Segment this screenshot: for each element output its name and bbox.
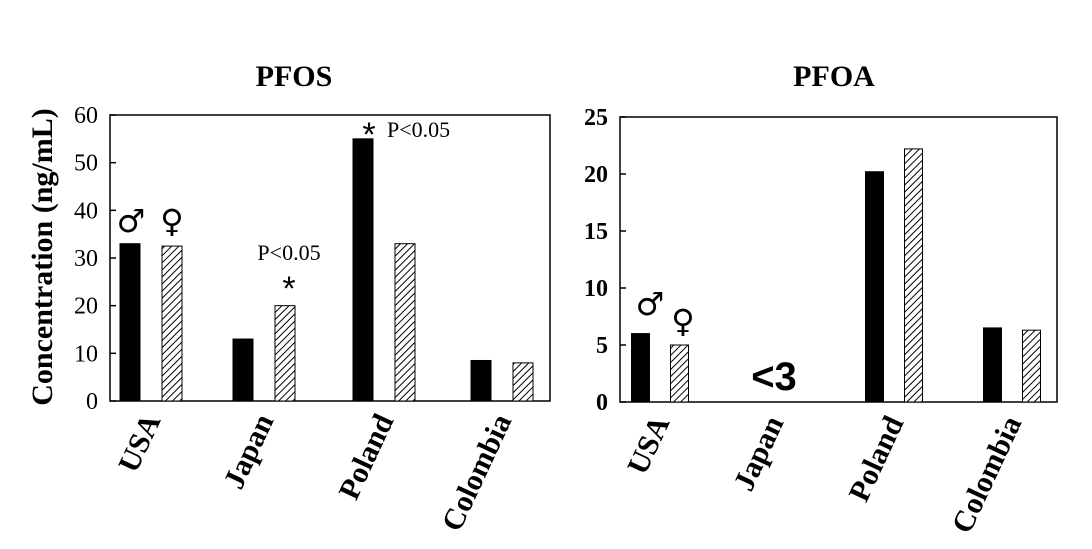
- pfos-xtick-label: USA: [112, 409, 167, 478]
- pfoa-bar-colombia-male: [983, 327, 1002, 403]
- pfoa-ytick-label: 0: [596, 390, 608, 416]
- pfos-bar-colombia-female: [512, 362, 534, 402]
- pfos-bar-japan-male: [232, 338, 254, 402]
- pfos-ytick-label: 20: [74, 294, 98, 320]
- pfos-xtick-label: Poland: [332, 409, 400, 505]
- pfos-xtick-label: Japan: [217, 409, 280, 494]
- pfos-ytick-label: 60: [74, 103, 98, 129]
- pfos-bar-usa-female: [161, 245, 183, 402]
- pfos-japan-star: *: [282, 270, 295, 308]
- pfos-ytick-label: 0: [86, 389, 98, 415]
- pfos-bar-poland-female: [394, 243, 416, 402]
- pfoa-xtick-label: Poland: [842, 411, 910, 507]
- pfos-poland-p-label: P<0.05: [387, 117, 450, 142]
- pfos-ytick-label: 30: [74, 246, 98, 272]
- pfos-male-symbol: ♂: [117, 202, 146, 240]
- pfos-ytick-label: 10: [74, 341, 98, 367]
- pfos-female-symbol: ♀: [160, 202, 183, 240]
- pfos-poland-star: *: [362, 116, 375, 154]
- pfos-title: PFOS: [256, 60, 333, 93]
- pfoa-male-symbol: ♂: [636, 285, 665, 323]
- pfoa-xtick-label: Colombia: [946, 411, 1029, 538]
- pfoa-title: PFOA: [793, 60, 875, 93]
- pfoa-ytick-label: 10: [584, 276, 608, 302]
- pfoa-bar-colombia-female: [1022, 329, 1041, 403]
- pfoa-ytick-label: 5: [596, 333, 608, 359]
- pfos-japan-p-label: P<0.05: [257, 240, 320, 265]
- pfoa-ytick-label: 20: [584, 162, 608, 188]
- pfoa-japan-below-lod: <3: [751, 355, 797, 399]
- pfoa-bar-usa-female: [670, 344, 689, 403]
- pfos-bar-colombia-male: [470, 359, 492, 402]
- pfos-bar-usa-male: [119, 243, 141, 402]
- pfos-ytick-label: 50: [74, 151, 98, 177]
- pfoa-bar-usa-male: [631, 333, 650, 403]
- pfos-panel: PFOS 0 10 20 30 40 50 60 USA Japan Poland Colombi…: [74, 60, 551, 536]
- pfos-bar-poland-male: [352, 138, 374, 402]
- pfoa-bar-poland-male: [865, 171, 884, 403]
- pfoa-plot-frame: [619, 116, 1058, 403]
- pfoa-xtick-label: Japan: [727, 411, 790, 496]
- pfoa-panel: PFOA 0 5 10 15 20 25 USA Japan Poland Colombia ♂…: [584, 60, 1058, 538]
- pfos-ytick-label: 40: [74, 198, 98, 224]
- pfoa-ytick-label: 15: [584, 219, 608, 245]
- pfoa-bar-poland-female: [904, 148, 923, 403]
- pfoa-xtick-label: USA: [621, 411, 676, 480]
- pfos-xtick-label: Colombia: [436, 409, 519, 536]
- y-axis-label: Concentration (ng/mL): [26, 108, 59, 405]
- pfoa-female-symbol: ♀: [671, 302, 694, 340]
- pfoa-ytick-label: 25: [584, 105, 608, 131]
- pfos-bar-japan-female: [274, 305, 296, 402]
